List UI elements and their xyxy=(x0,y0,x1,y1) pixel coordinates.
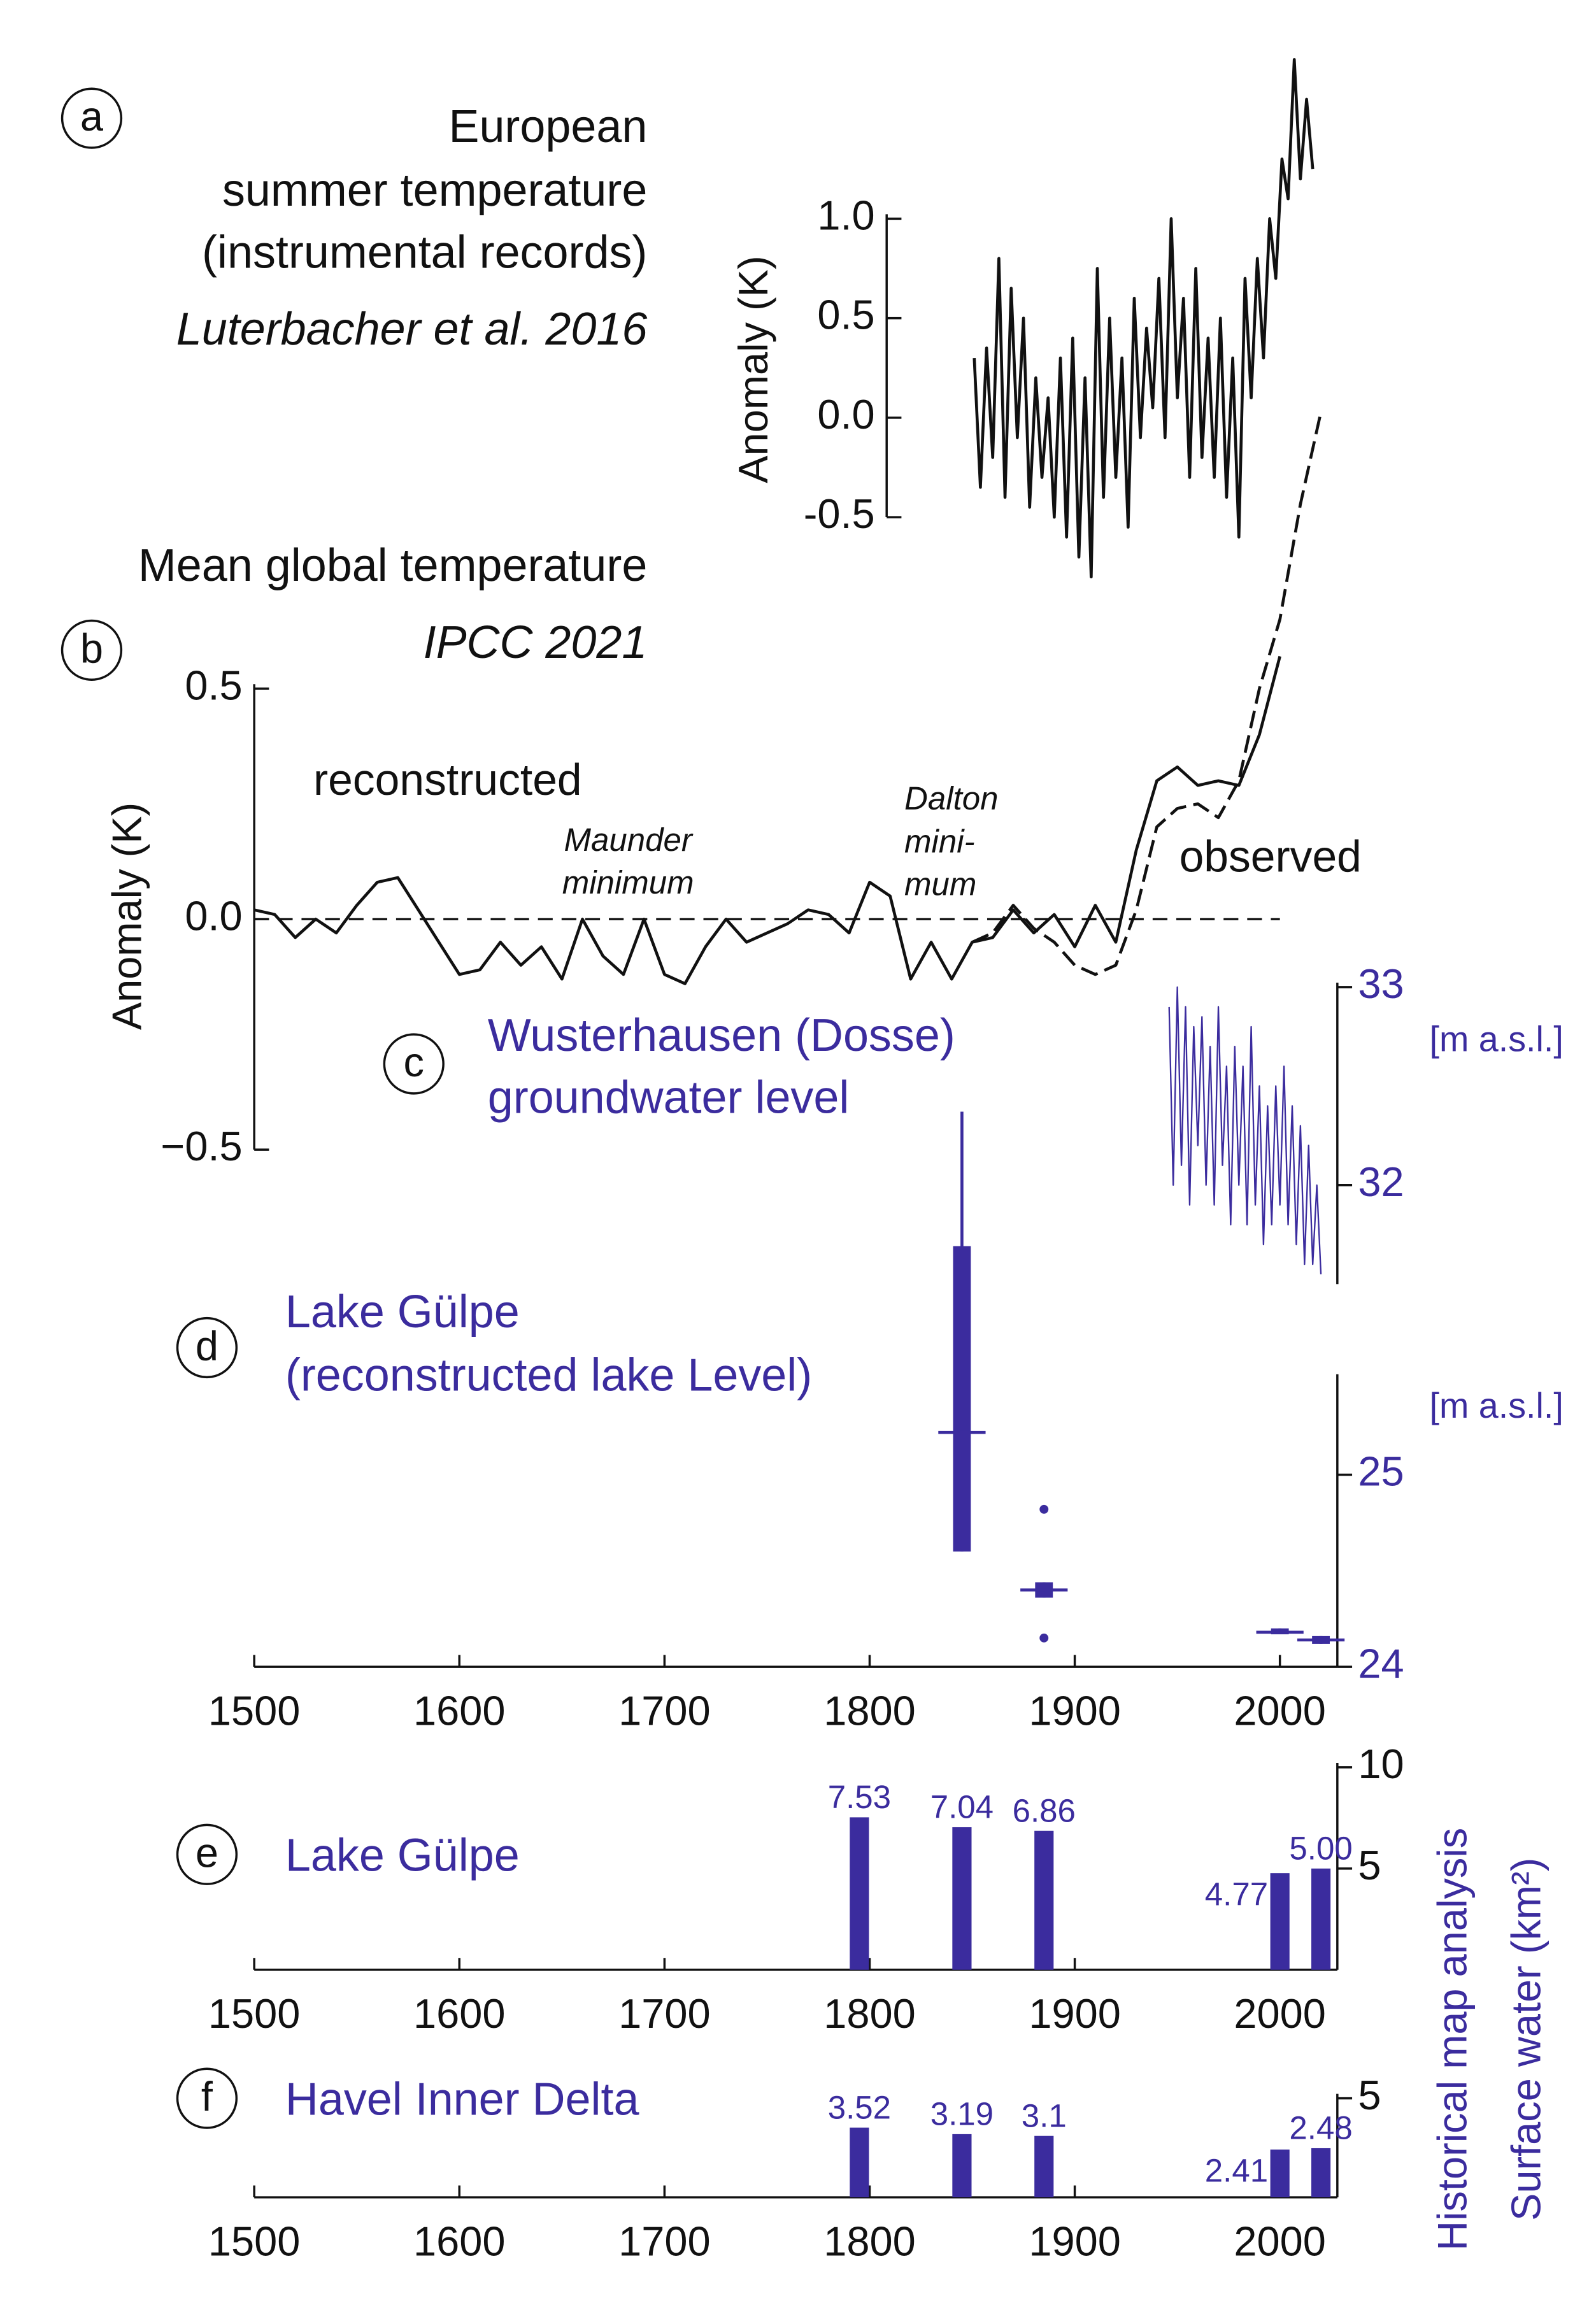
y-axis-unit: [m a.s.l.] xyxy=(1429,1386,1563,1425)
value-label: 2.41 xyxy=(1205,2153,1268,2189)
panel-title: European xyxy=(448,101,647,152)
y-axis-unit: [m a.s.l.] xyxy=(1429,1019,1563,1059)
value-label: 7.53 xyxy=(828,1779,891,1815)
annotation: reconstructed xyxy=(313,755,582,804)
x-tick-label: 1900 xyxy=(1029,1990,1121,2037)
panel-letter: b xyxy=(80,625,103,671)
y-tick-label: 0.5 xyxy=(817,292,874,338)
x-tick-label: 1800 xyxy=(823,1990,916,2037)
bar xyxy=(952,1827,972,1970)
x-tick-label: 1700 xyxy=(618,2218,710,2264)
panel-title: (instrumental records) xyxy=(202,227,647,278)
value-label: 3.1 xyxy=(1022,2097,1067,2134)
annotation: mini- xyxy=(904,823,975,859)
y-axis-label: Surface water (km²) xyxy=(1503,1858,1550,2221)
panel-letter: e xyxy=(196,1829,218,1876)
panel-title: Mean global temperature xyxy=(138,540,647,591)
x-tick-label: 1700 xyxy=(618,1688,710,1734)
annotation: Maunder xyxy=(564,822,693,858)
x-tick-label: 1500 xyxy=(208,1688,301,1734)
y-tick-label: 0.0 xyxy=(817,391,874,438)
box-outlier xyxy=(1039,1504,1049,1514)
value-label: 4.77 xyxy=(1205,1876,1268,1913)
panel-title: groundwater level xyxy=(488,1073,850,1123)
panel-letter: d xyxy=(196,1322,218,1369)
x-tick-label: 1800 xyxy=(823,2218,916,2264)
x-tick-label: 1700 xyxy=(618,1990,710,2037)
annotation: mum xyxy=(904,866,976,902)
y-tick-label: 0.0 xyxy=(185,892,242,939)
panel-title: Wusterhausen (Dosse) xyxy=(488,1010,955,1061)
data-line xyxy=(973,58,1315,579)
y-tick-label: 5 xyxy=(1358,1842,1381,1888)
panel-title: (reconstructed lake Level) xyxy=(285,1350,812,1401)
x-tick-label: 1600 xyxy=(413,1688,505,1734)
bar xyxy=(952,2134,972,2198)
panel-circle xyxy=(176,2067,238,2129)
bar xyxy=(850,2127,869,2198)
y-tick-label: 32 xyxy=(1358,1158,1404,1205)
bar xyxy=(1034,2135,1054,2198)
panel-letter: c xyxy=(404,1039,424,1085)
data-line xyxy=(971,411,1323,976)
bar xyxy=(1311,1868,1331,1970)
panel-title: Lake Gülpe xyxy=(285,1830,520,1881)
panel-letter: f xyxy=(201,2073,213,2120)
panel-title: Lake Gülpe xyxy=(285,1287,520,1337)
value-label: 7.04 xyxy=(930,1789,994,1825)
y-tick-label: 24 xyxy=(1358,1640,1404,1686)
y-axis-label: Anomaly (K) xyxy=(103,802,150,1030)
bar xyxy=(1270,1873,1290,1970)
panel-title: Havel Inner Delta xyxy=(285,2074,639,2125)
y-tick-label: 10 xyxy=(1358,1741,1404,1787)
box-body xyxy=(953,1246,971,1552)
annotation: observed xyxy=(1179,832,1362,881)
box-outlier xyxy=(1039,1633,1049,1643)
y-tick-label: 25 xyxy=(1358,1448,1404,1495)
panel-title: summer temperature xyxy=(222,165,647,216)
x-tick-label: 2000 xyxy=(1234,1688,1326,1734)
annotation: minimum xyxy=(562,864,694,901)
panel-subtitle: IPCC 2021 xyxy=(424,617,648,668)
x-tick-label: 1600 xyxy=(413,2218,505,2264)
y-axis-label: Anomaly (K) xyxy=(730,255,776,483)
value-label: 3.19 xyxy=(930,2096,994,2132)
data-line xyxy=(253,655,1281,985)
y-tick-label: 33 xyxy=(1358,960,1404,1007)
x-tick-label: 1500 xyxy=(208,1990,301,2037)
value-label: 2.48 xyxy=(1289,2110,1352,2146)
x-tick-label: 2000 xyxy=(1234,1990,1326,2037)
bar xyxy=(850,1817,869,1970)
data-line xyxy=(1168,986,1322,1274)
y-axis-label: Historical map analysis xyxy=(1429,1828,1476,2251)
bar xyxy=(1270,2149,1290,2198)
y-tick-label: −0.5 xyxy=(160,1123,242,1169)
panel-circle xyxy=(61,619,123,681)
y-tick-label: 0.5 xyxy=(185,662,242,708)
x-tick-label: 1800 xyxy=(823,1688,916,1734)
x-tick-label: 1600 xyxy=(413,1990,505,2037)
bar xyxy=(1034,1830,1054,1970)
panel-letter: a xyxy=(80,93,104,139)
value-label: 6.86 xyxy=(1013,1792,1076,1829)
panel-circle xyxy=(176,1823,238,1885)
x-tick-label: 1500 xyxy=(208,2218,301,2264)
value-label: 3.52 xyxy=(828,2089,891,2125)
y-tick-label: -0.5 xyxy=(804,490,875,537)
y-tick-label: 1.0 xyxy=(817,192,874,239)
panel-circle xyxy=(176,1316,238,1379)
panel-circle xyxy=(61,87,123,149)
x-tick-label: 2000 xyxy=(1234,2218,1326,2264)
y-tick-label: 5 xyxy=(1358,2072,1381,2118)
bar xyxy=(1311,2148,1331,2198)
panel-circle xyxy=(383,1033,445,1095)
x-tick-label: 1900 xyxy=(1029,2218,1121,2264)
x-tick-label: 1900 xyxy=(1029,1688,1121,1734)
annotation: Dalton xyxy=(904,780,999,816)
panel-subtitle: Luterbacher et al. 2016 xyxy=(176,304,648,355)
value-label: 5.00 xyxy=(1289,1830,1352,1866)
